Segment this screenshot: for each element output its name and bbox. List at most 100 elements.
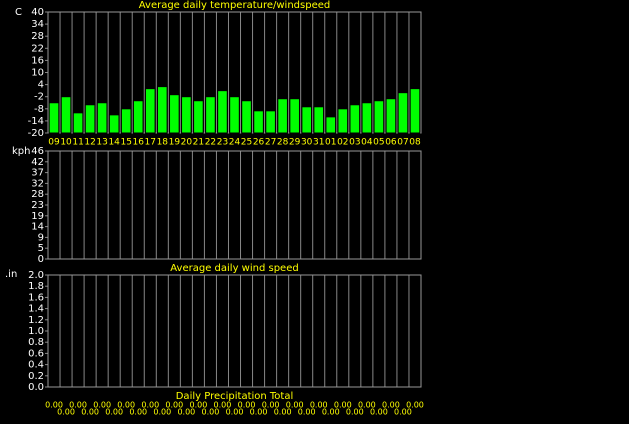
bar xyxy=(193,100,204,134)
value-label: 0.00 xyxy=(214,401,232,410)
y-tick-label: 4 xyxy=(38,80,44,91)
x-tick-label: 06 xyxy=(385,138,397,148)
bar xyxy=(301,106,313,134)
x-tick-label: 01 xyxy=(325,138,336,148)
bar xyxy=(156,86,168,134)
bar xyxy=(349,104,361,134)
y-tick-label: 22 xyxy=(31,43,44,54)
x-tick-label: 28 xyxy=(277,138,289,148)
y-tick-label: 1.2 xyxy=(28,315,44,326)
x-tick-label: 22 xyxy=(205,138,216,148)
bar xyxy=(169,94,180,134)
value-label: 0.00 xyxy=(105,408,123,417)
value-label: 0.00 xyxy=(117,401,135,410)
bar xyxy=(120,108,132,134)
value-label: 0.00 xyxy=(274,408,292,417)
x-tick-label: 15 xyxy=(120,138,131,148)
y-tick-label: 23 xyxy=(31,200,44,211)
axis-label: C xyxy=(15,7,22,18)
y-tick-label: 0.0 xyxy=(28,382,44,393)
y-tick-label: 46 xyxy=(31,146,44,157)
value-label: 0.00 xyxy=(358,401,376,410)
bar xyxy=(361,102,373,134)
x-tick-label: 09 xyxy=(48,138,60,148)
y-tick-label: 14 xyxy=(31,222,44,233)
bar xyxy=(253,110,264,134)
chart-title: Average daily temperature/windspeed xyxy=(139,0,330,11)
value-label: 0.00 xyxy=(81,408,99,417)
value-label: 0.00 xyxy=(250,408,268,417)
y-tick-label: 1.4 xyxy=(28,304,44,315)
bar xyxy=(217,90,228,134)
bar xyxy=(409,88,421,134)
x-tick-label: 17 xyxy=(145,138,156,148)
value-label: 0.00 xyxy=(298,408,316,417)
y-tick-label: 16 xyxy=(31,55,44,66)
value-label: 0.00 xyxy=(394,408,412,417)
plot-frame xyxy=(47,274,422,388)
y-tick-label: 10 xyxy=(31,68,44,79)
value-label: 0.00 xyxy=(226,408,244,417)
y-tick-label: 40 xyxy=(31,7,44,18)
x-tick-label: 10 xyxy=(60,138,72,148)
x-tick-label: 23 xyxy=(217,138,228,148)
x-tick-label: 07 xyxy=(397,138,408,148)
value-label: 0.00 xyxy=(406,401,424,410)
bar xyxy=(144,88,156,134)
x-tick-label: 02 xyxy=(337,138,348,148)
y-tick-label: 19 xyxy=(31,211,44,222)
x-tick-label: 11 xyxy=(72,138,83,148)
bar xyxy=(60,96,72,134)
value-label: 0.00 xyxy=(189,401,207,410)
value-label: 0.00 xyxy=(310,401,328,410)
y-tick-label: 0.4 xyxy=(28,360,44,371)
x-tick-label: 26 xyxy=(253,138,265,148)
bar xyxy=(132,100,144,134)
y-tick-label: -2 xyxy=(34,92,44,103)
x-tick-label: 05 xyxy=(373,138,384,148)
x-tick-label: 14 xyxy=(108,138,120,148)
bar xyxy=(205,96,216,134)
value-label: 0.00 xyxy=(177,408,195,417)
y-tick-label: -20 xyxy=(28,128,44,139)
x-tick-label: 03 xyxy=(349,138,360,148)
bar xyxy=(108,114,120,134)
x-tick-label: 08 xyxy=(409,138,421,148)
value-label: 0.00 xyxy=(45,401,63,410)
chart-title: Average daily wind speed xyxy=(170,263,298,274)
value-label: 0.00 xyxy=(262,401,280,410)
value-label: 0.00 xyxy=(69,401,87,410)
bar xyxy=(48,102,60,134)
value-label: 0.00 xyxy=(202,408,220,417)
axis-label: kph xyxy=(12,146,30,157)
x-tick-label: 21 xyxy=(193,138,204,148)
bar xyxy=(313,106,325,134)
y-tick-label: -14 xyxy=(28,116,44,127)
x-tick-label: 18 xyxy=(157,138,169,148)
x-tick-label: 24 xyxy=(229,138,241,148)
y-tick-label: 1.0 xyxy=(28,326,44,337)
value-label: 0.00 xyxy=(165,401,183,410)
y-tick-label: 1.6 xyxy=(28,292,44,303)
bar xyxy=(277,98,288,134)
y-tick-label: 5 xyxy=(38,243,44,254)
value-label: 0.00 xyxy=(322,408,340,417)
x-tick-label: 12 xyxy=(84,138,95,148)
bar xyxy=(229,96,240,134)
y-tick-label: 32 xyxy=(31,178,44,189)
bar xyxy=(385,98,397,134)
bar xyxy=(72,112,84,134)
axis-label: .in xyxy=(5,269,17,280)
value-label: 0.00 xyxy=(370,408,388,417)
bar xyxy=(265,110,276,134)
y-tick-label: -8 xyxy=(34,104,44,115)
y-tick-label: 37 xyxy=(31,168,44,179)
y-tick-label: 28 xyxy=(31,189,44,200)
bar xyxy=(289,98,300,134)
bar xyxy=(325,116,337,134)
y-tick-label: 42 xyxy=(31,157,44,168)
x-tick-label: 19 xyxy=(169,138,181,148)
y-tick-label: 2.0 xyxy=(28,270,44,281)
bar xyxy=(397,92,409,134)
